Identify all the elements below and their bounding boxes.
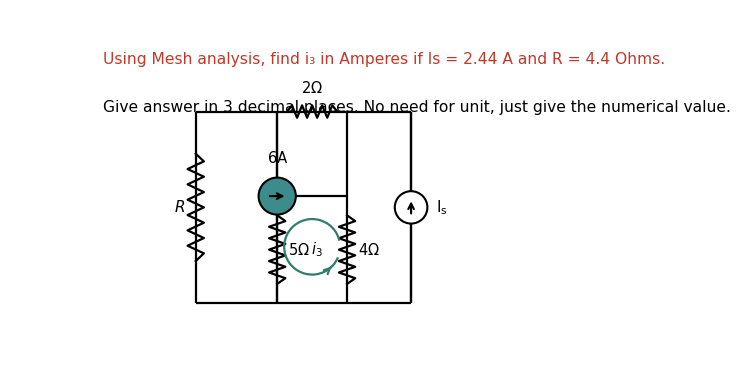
Ellipse shape [258,178,296,214]
Text: $i_3$: $i_3$ [311,240,323,259]
Text: 4$\Omega$: 4$\Omega$ [357,242,379,258]
Text: 5$\Omega$: 5$\Omega$ [288,242,309,258]
Text: 2$\Omega$: 2$\Omega$ [301,80,323,96]
Text: 6A: 6A [267,151,287,166]
Ellipse shape [395,191,427,224]
Text: R: R [175,200,185,215]
Text: Give answer in 3 decimal places. No need for unit, just give the numerical value: Give answer in 3 decimal places. No need… [103,100,731,115]
Text: I$_\mathrm{s}$: I$_\mathrm{s}$ [436,198,448,217]
Text: Using Mesh analysis, find i₃ in Amperes if Is = 2.44 A and R = 4.4 Ohms.: Using Mesh analysis, find i₃ in Amperes … [103,52,665,67]
